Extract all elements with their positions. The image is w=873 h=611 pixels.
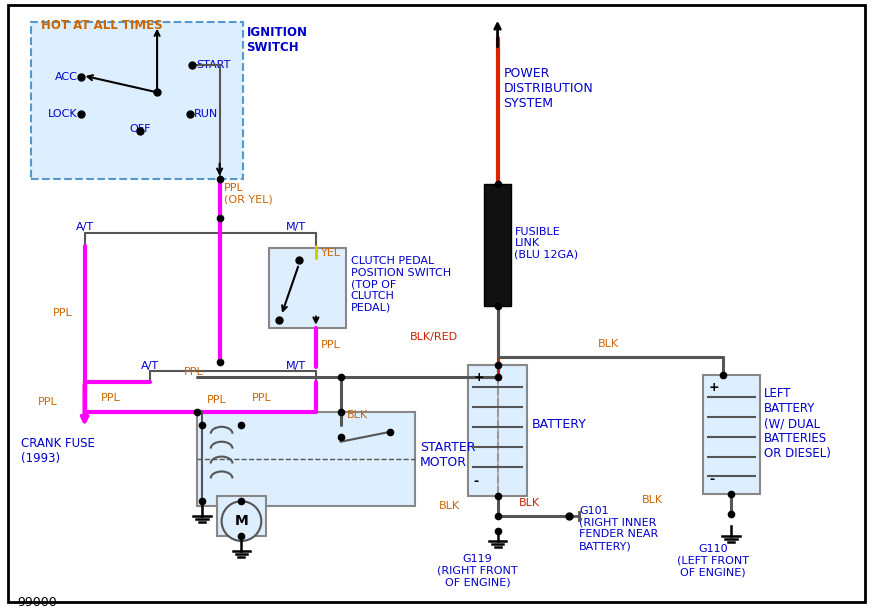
Bar	[217, 496, 266, 536]
Text: BLK: BLK	[439, 501, 460, 511]
Text: START: START	[196, 59, 230, 70]
Text: FUSIBLE
LINK
(BLU 12GA): FUSIBLE LINK (BLU 12GA)	[514, 227, 579, 260]
Text: M: M	[235, 514, 248, 528]
Text: G101
(RIGHT INNER
FENDER NEAR
BATTERY): G101 (RIGHT INNER FENDER NEAR BATTERY)	[579, 507, 658, 551]
Text: M/T: M/T	[286, 361, 306, 371]
Text: G119
(RIGHT FRONT
OF ENGINE): G119 (RIGHT FRONT OF ENGINE)	[437, 554, 518, 587]
Text: PPL: PPL	[53, 308, 72, 318]
Text: LEFT
BATTERY
(W/ DUAL
BATTERIES
OR DIESEL): LEFT BATTERY (W/ DUAL BATTERIES OR DIESE…	[764, 387, 830, 460]
Bar	[484, 184, 512, 306]
Text: A/T: A/T	[141, 361, 159, 371]
Text: BLK: BLK	[598, 339, 619, 349]
Text: BLK: BLK	[643, 496, 663, 505]
Text: STARTER
MOTOR: STARTER MOTOR	[420, 441, 476, 469]
Text: BATTERY: BATTERY	[532, 419, 586, 431]
Text: HOT AT ALL TIMES: HOT AT ALL TIMES	[41, 19, 162, 32]
Text: BLK: BLK	[519, 498, 540, 508]
Text: PPL: PPL	[100, 393, 120, 403]
Bar	[703, 375, 760, 494]
Text: +: +	[474, 371, 485, 384]
Bar	[31, 22, 244, 178]
Text: LOCK: LOCK	[48, 109, 78, 119]
Text: PPL: PPL	[207, 395, 226, 405]
Text: YEL: YEL	[321, 248, 340, 258]
Text: POWER
DISTRIBUTION
SYSTEM: POWER DISTRIBUTION SYSTEM	[504, 67, 594, 111]
Text: ACC: ACC	[55, 73, 78, 82]
Text: PPL: PPL	[251, 393, 272, 403]
Text: PPL: PPL	[38, 397, 58, 407]
Text: 99000: 99000	[17, 596, 57, 609]
Text: PPL
(OR YEL): PPL (OR YEL)	[223, 183, 272, 204]
Text: -: -	[474, 475, 479, 488]
Text: PPL: PPL	[184, 367, 203, 377]
Text: A/T: A/T	[76, 222, 93, 232]
Bar	[196, 412, 416, 507]
Bar	[269, 248, 346, 327]
Text: BLK: BLK	[347, 410, 368, 420]
Text: CLUTCH PEDAL
POSITION SWITCH
(TOP OF
CLUTCH
PEDAL): CLUTCH PEDAL POSITION SWITCH (TOP OF CLU…	[351, 256, 450, 312]
Text: -: -	[709, 474, 714, 486]
Text: CRANK FUSE
(1993): CRANK FUSE (1993)	[21, 437, 95, 465]
Text: IGNITION
SWITCH: IGNITION SWITCH	[246, 26, 307, 54]
Bar	[468, 365, 527, 496]
Text: M/T: M/T	[286, 222, 306, 232]
Text: OFF: OFF	[129, 124, 151, 134]
Text: PPL: PPL	[321, 340, 340, 351]
Text: +: +	[709, 381, 719, 393]
Circle shape	[222, 501, 261, 541]
Text: RUN: RUN	[194, 109, 218, 119]
Text: BLK/RED: BLK/RED	[409, 332, 457, 343]
Text: G110
(LEFT FRONT
OF ENGINE): G110 (LEFT FRONT OF ENGINE)	[677, 544, 749, 577]
